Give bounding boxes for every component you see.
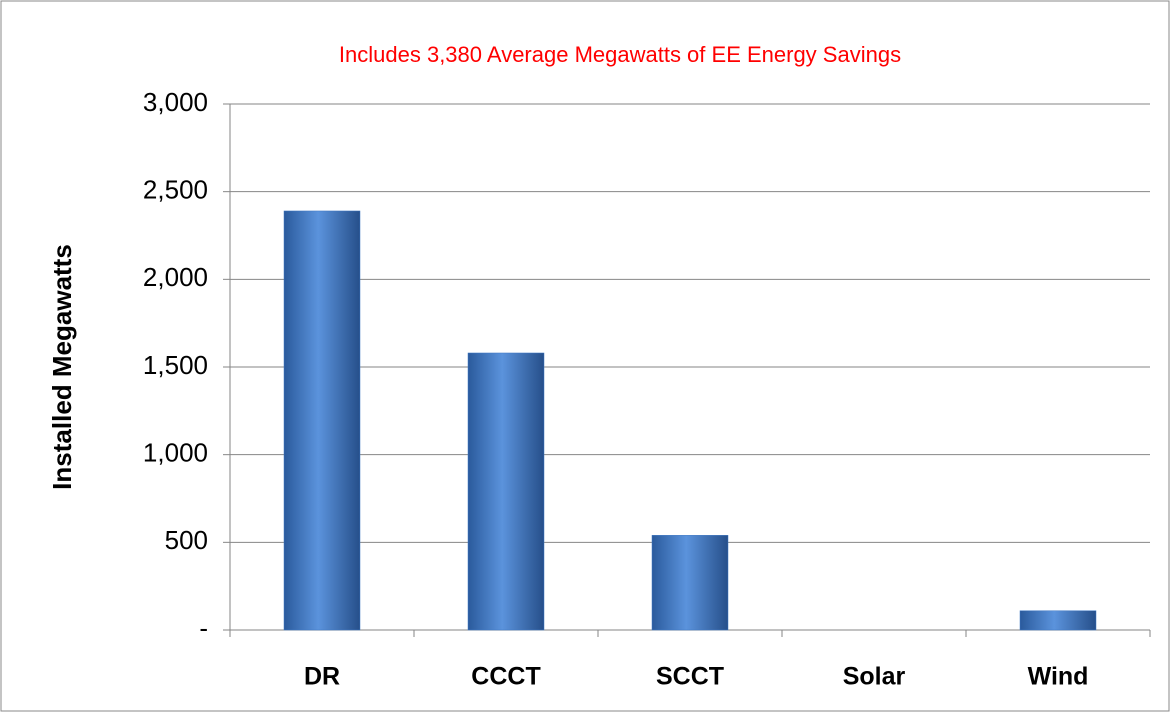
bar — [283, 210, 361, 631]
y-tick-label: 2,500 — [143, 175, 208, 205]
bar — [467, 352, 545, 631]
y-tick-label: 3,000 — [143, 87, 208, 117]
x-tick-label: Solar — [843, 663, 906, 691]
x-tick-label: SCCT — [656, 663, 724, 691]
y-tick-label: - — [199, 613, 208, 643]
x-tick-label: CCCT — [471, 663, 540, 691]
x-tick-label: Wind — [1028, 663, 1089, 691]
chart-title: Includes 3,380 Average Megawatts of EE E… — [339, 42, 901, 67]
y-tick-label: 500 — [165, 525, 208, 555]
x-tick-label: DR — [304, 663, 340, 691]
bar — [651, 535, 729, 631]
bar — [1019, 610, 1097, 631]
y-tick-label: 1,500 — [143, 350, 208, 380]
y-tick-label: 1,000 — [143, 438, 208, 468]
y-axis-label: Installed Megawatts — [47, 244, 77, 490]
y-tick-label: 2,000 — [143, 262, 208, 292]
